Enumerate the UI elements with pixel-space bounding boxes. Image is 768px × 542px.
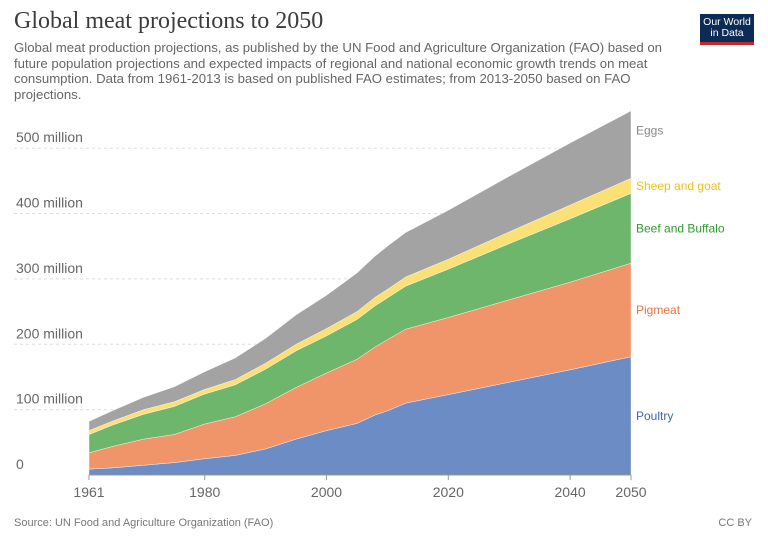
license-note[interactable]: CC BY [718, 517, 752, 529]
y-tick-label: 200 million [16, 325, 83, 341]
y-tick-label: 0 [16, 456, 24, 472]
series-label-poultry: Poultry [636, 409, 673, 423]
chart-title: Global meat projections to 2050 [14, 8, 324, 34]
x-axis: 1961 1980 2000 2020 2040 2050 [73, 474, 647, 500]
series-labels: Poultry Pigmeat Beef and Buffalo Sheep and … [636, 124, 725, 423]
our-world-in-data-logo[interactable]: Our World in Data [700, 14, 754, 45]
logo-line-2: in Data [710, 27, 744, 39]
series-label-sheep-and-goat: Sheep and goat [636, 179, 721, 193]
x-tick-label: 2050 [615, 484, 646, 500]
logo-line-1: Our World [703, 16, 751, 28]
chart-subtitle: Global meat production projections, as p… [14, 40, 663, 102]
y-tick-label: 300 million [16, 260, 83, 276]
y-tick-label: 100 million [16, 391, 83, 407]
series-label-beef-and-buffalo: Beef and Buffalo [636, 221, 725, 235]
y-tick-label: 500 million [16, 129, 83, 145]
y-tick-label: 400 million [16, 195, 83, 211]
x-tick-label: 2000 [311, 484, 342, 500]
x-tick-label: 1961 [73, 484, 104, 500]
area-series [88, 110, 632, 476]
x-tick-label: 1980 [189, 484, 220, 500]
x-tick-label: 2020 [433, 484, 464, 500]
source-note[interactable]: Source: UN Food and Agriculture Organiza… [14, 517, 274, 529]
y-axis-ticks: 0 100 million 200 million 300 million 400 mi… [16, 129, 83, 472]
series-label-eggs: Eggs [636, 124, 663, 138]
area-eggs[interactable] [88, 110, 632, 431]
series-label-pigmeat: Pigmeat [636, 303, 681, 317]
x-tick-label: 2040 [555, 484, 586, 500]
